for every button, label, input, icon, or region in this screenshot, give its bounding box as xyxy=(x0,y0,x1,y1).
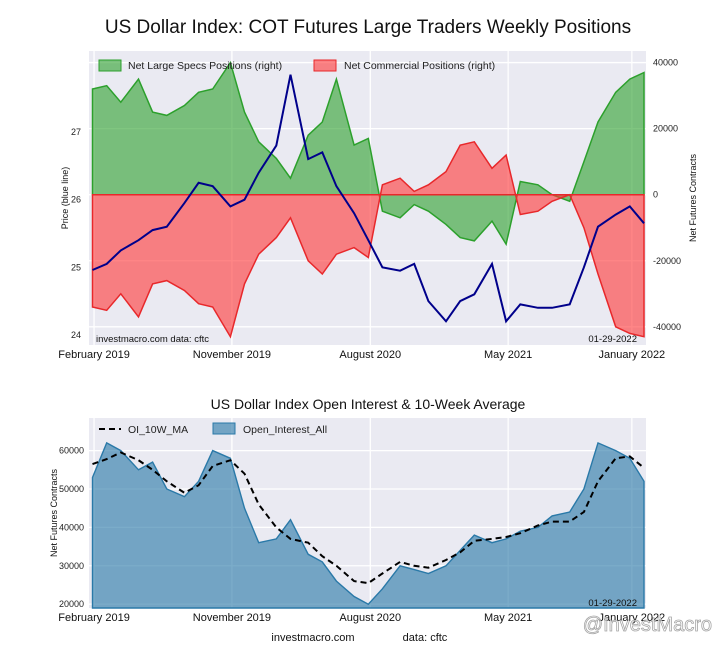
open-interest-y-tick-label: 40000 xyxy=(59,522,84,532)
positions-left-tick-label: 27 xyxy=(71,127,81,137)
open-interest-x-tick-label: May 2021 xyxy=(484,612,532,624)
open-interest-area xyxy=(91,441,645,609)
positions-left-tick-label: 25 xyxy=(71,262,81,272)
positions-x-tick-label: February 2019 xyxy=(58,349,130,361)
price-line xyxy=(92,74,645,324)
open-interest-y-tick-label: 50000 xyxy=(59,484,84,494)
positions-left-axis-label: Price (blue line) xyxy=(60,167,70,230)
open-interest-title: US Dollar Index Open Interest & 10-Week … xyxy=(211,396,526,412)
open-interest-date-note: 01-29-2022 xyxy=(588,598,637,609)
legend-label-ma: OI_10W_MA xyxy=(128,424,188,436)
open-interest-chart: US Dollar Index Open Interest & 10-Week … xyxy=(49,396,665,624)
legend-swatch-oi xyxy=(212,422,236,435)
positions-right-axis-label: Net Futures Contracts xyxy=(688,153,698,242)
legend-label-commercial: Net Commercial Positions (right) xyxy=(344,60,495,72)
positions-x-tick-label: August 2020 xyxy=(339,349,401,361)
watermark: @InvestMacro xyxy=(583,614,712,636)
positions-right-tick-label: -40000 xyxy=(653,322,681,332)
legend-swatch-commercial xyxy=(313,59,337,72)
positions-legend: Net Large Specs Positions (right) Net Com… xyxy=(98,59,495,72)
legend-label-specs: Net Large Specs Positions (right) xyxy=(128,60,282,72)
open-interest-y-tick-label: 30000 xyxy=(59,561,84,571)
positions-right-tick-label: 0 xyxy=(653,190,658,200)
positions-chart: -40000 -20000 0 20000 40000 24 25 26 27 February … xyxy=(58,51,698,361)
open-interest-x-tick-label: August 2020 xyxy=(339,612,401,624)
positions-x-tick-label: November 2019 xyxy=(193,349,271,361)
open-interest-legend: OI_10W_MA Open_Interest_All xyxy=(99,422,327,436)
positions-date-note: 01-29-2022 xyxy=(588,334,637,345)
positions-right-tick-label: 20000 xyxy=(653,124,678,134)
footer-data: data: cftc xyxy=(403,632,448,644)
legend-label-oi: Open_Interest_All xyxy=(243,424,327,436)
positions-x-tick-label: May 2021 xyxy=(484,349,532,361)
positions-left-tick-label: 26 xyxy=(71,195,81,205)
positions-left-tick-label: 24 xyxy=(71,330,81,340)
open-interest-y-tick-label: 60000 xyxy=(59,446,84,456)
open-interest-y-axis-label: Net Futures Contracts xyxy=(49,468,59,557)
figure-title: US Dollar Index: COT Futures Large Trade… xyxy=(105,17,631,38)
open-interest-x-tick-label: November 2019 xyxy=(193,612,271,624)
positions-right-tick-label: -20000 xyxy=(653,256,681,266)
open-interest-y-tick-label: 20000 xyxy=(59,599,84,609)
positions-source-note: investmacro.com data: cftc xyxy=(96,334,209,345)
positions-x-tick-label: January 2022 xyxy=(599,349,666,361)
legend-swatch-specs xyxy=(98,59,122,72)
open-interest-x-tick-label: January 2022 xyxy=(599,612,666,624)
footer-source: investmacro.com xyxy=(271,632,354,644)
positions-right-tick-label: 40000 xyxy=(653,58,678,68)
large-specs-area xyxy=(91,60,645,247)
open-interest-x-tick-label: February 2019 xyxy=(58,612,130,624)
